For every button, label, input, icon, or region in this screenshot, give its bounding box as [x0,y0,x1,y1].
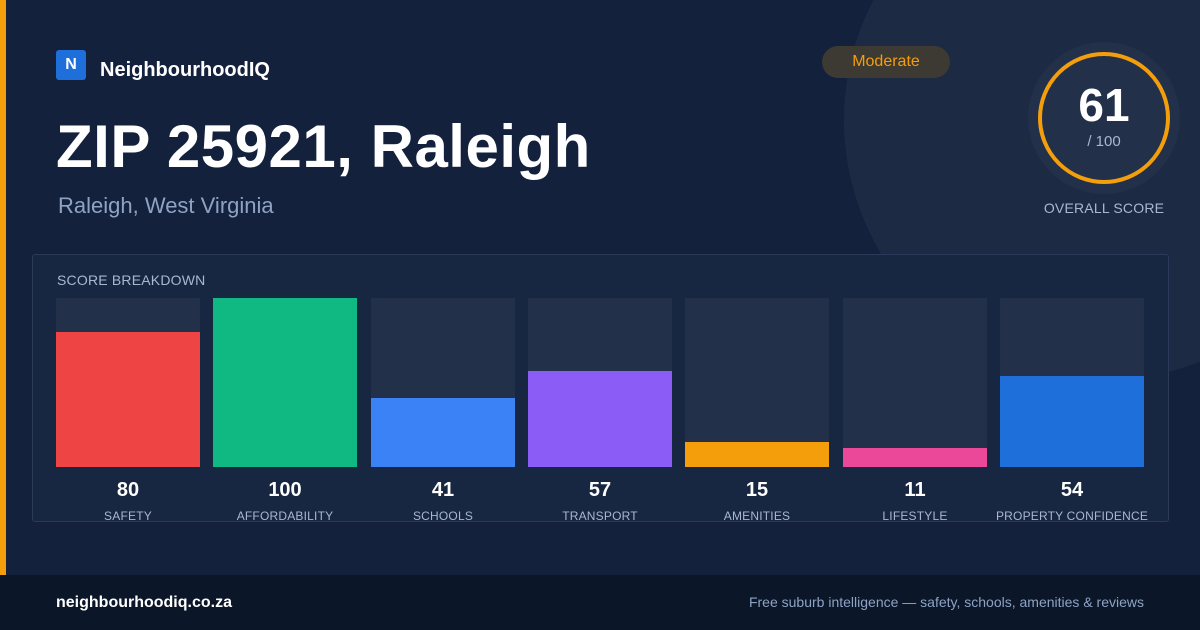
brand: N NeighbourhoodIQ [56,47,270,82]
brand-logo-icon: N [56,49,86,80]
bar-value-label: 100 [268,479,302,501]
bar-value-label: 80 [116,479,140,501]
bar-column: 54 PROPERTY CONFIDENCE [996,298,1148,523]
bar-value-label: 41 [431,479,455,501]
bar [213,298,357,467]
bar-column: 57 TRANSPORT [528,298,672,523]
bar-category-label: PROPERTY CONFIDENCE [995,509,1149,523]
bar-track [528,298,672,467]
bar-value-label: 15 [745,479,769,501]
overall-score-ring: 61 / 100 [1028,42,1180,194]
bar-category-label: SAFETY [104,509,152,523]
overall-score-caption: OVERALL SCORE [1043,200,1165,216]
bar-track [685,298,829,467]
score-breakdown-panel: SCORE BREAKDOWN 80 SAFETY 100 AFFORDABILITY… [32,254,1169,523]
bar-track [371,298,515,467]
og-card: N NeighbourhoodIQ ZIP 25921, Raleigh Ral… [0,0,1180,575]
bar-category-label: AFFORDABILITY [236,509,334,523]
bar-category-label: SCHOOLS [412,509,474,523]
rating-badge: Moderate [822,46,950,78]
bar-column: 15 AMENITIES [685,298,829,523]
score-ring-icon [1028,42,1180,194]
bar-track [1000,298,1144,467]
footer: neighbourhoodiq.co.za Free suburb intell… [0,575,1200,630]
bar [56,332,200,467]
bar-column: 41 SCHOOLS [371,298,515,523]
bar-value-label: 57 [588,479,612,501]
bar-column: 11 LIFESTYLE [843,298,987,523]
brand-name: NeighbourhoodIQ [100,59,270,81]
bar-track [213,298,357,467]
bar-track [843,298,987,467]
overall-score-max: / 100 [1087,133,1121,150]
score-ring-arc [1038,52,1170,184]
bar-category-label: AMENITIES [723,509,791,523]
bar-category-label: TRANSPORT [562,509,638,523]
bar [528,371,672,467]
bar-column: 80 SAFETY [56,298,200,523]
bar [1000,376,1144,467]
bar [843,448,987,467]
bar-value-label: 54 [1060,479,1084,501]
bar-value-label: 11 [904,479,926,501]
overall-score-value: 61 [1078,79,1130,131]
bar-category-label: LIFESTYLE [882,509,948,523]
accent-bar [0,0,6,575]
page-subtitle: Raleigh, West Virginia [58,193,274,218]
breakdown-title: SCORE BREAKDOWN [57,272,206,288]
bar [371,398,515,467]
footer-url[interactable]: neighbourhoodiq.co.za [56,594,232,611]
bar-column: 100 AFFORDABILITY [213,298,357,523]
footer-tagline: Free suburb intelligence — safety, schoo… [748,594,1144,610]
page-title: ZIP 25921, Raleigh [56,113,591,180]
bar [685,442,829,467]
bar-track [56,298,200,467]
